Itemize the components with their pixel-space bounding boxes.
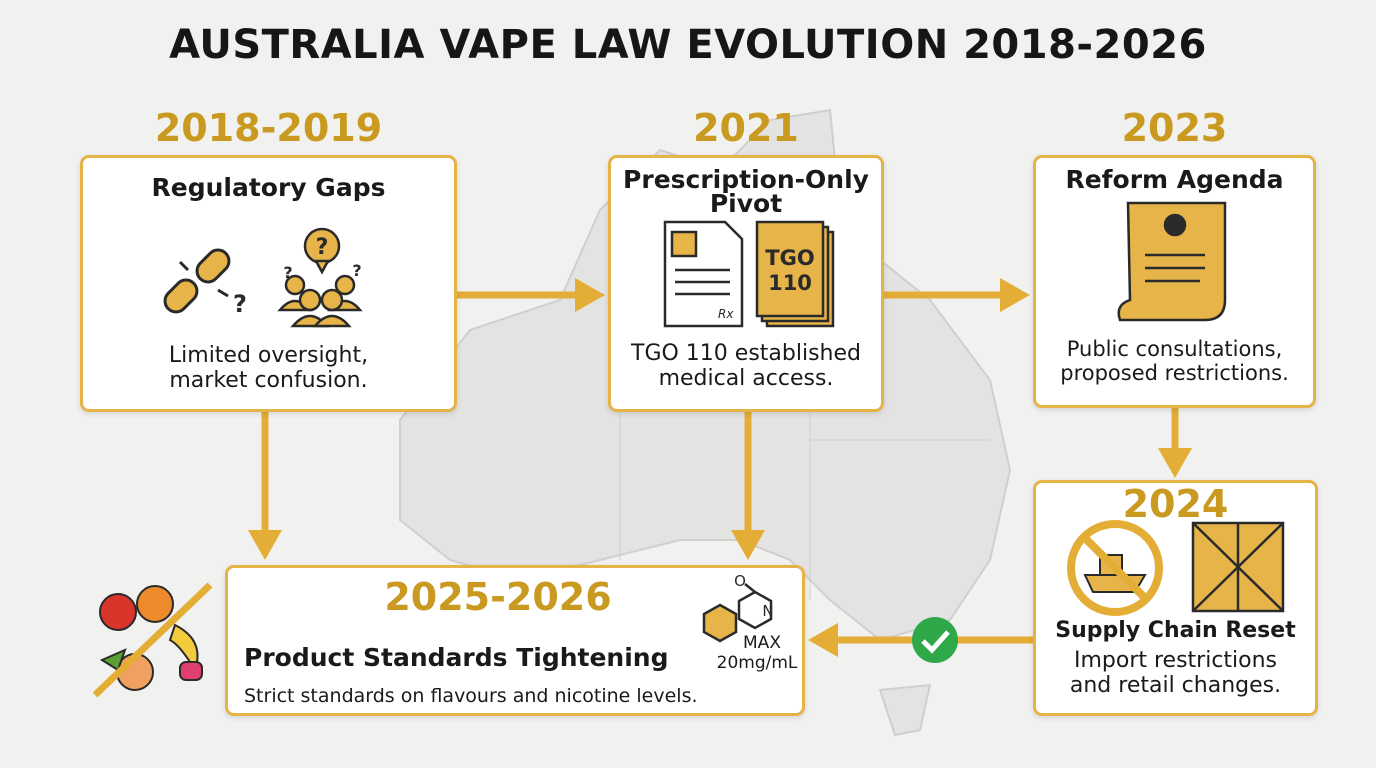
text-line: Supply Chain Reset bbox=[1055, 618, 1296, 643]
map-tasmania bbox=[878, 683, 932, 737]
text-line: TGO 110 established bbox=[631, 341, 861, 366]
text-line: Reform Agenda bbox=[1065, 165, 1284, 194]
text-line: Import restrictions bbox=[1073, 648, 1278, 673]
text-line: and retail changes. bbox=[1069, 672, 1282, 698]
text-line: Regulatory Gaps bbox=[151, 173, 386, 202]
text-line: Public consultations, bbox=[1066, 337, 1283, 361]
text-line: Strict standards on flavours and nicotin… bbox=[244, 685, 698, 707]
stage-description: TGO 110 established medical access. bbox=[611, 341, 881, 391]
stage-card: Prescription-Only Pivot TGO 110 establish… bbox=[608, 155, 884, 412]
stage-year: 2018-2019 bbox=[154, 106, 383, 150]
stage-heading: Product Standards Tightening bbox=[244, 644, 818, 672]
stage-year: 2023 bbox=[1121, 106, 1228, 150]
stage-description: Strict standards on flavours and nicotin… bbox=[244, 685, 818, 707]
text-line: Product Standards Tightening bbox=[244, 643, 669, 672]
arrow-head bbox=[248, 530, 282, 560]
arrow-head bbox=[1158, 448, 1192, 478]
stage-card: 2025-2026 Product Standards Tightening S… bbox=[225, 565, 805, 716]
stage-heading: Reform Agenda bbox=[1036, 166, 1313, 194]
stage-card: Reform Agenda Public consultations, propo… bbox=[1033, 155, 1316, 408]
text-line: medical access. bbox=[658, 365, 834, 391]
stage-year: 2021 bbox=[693, 106, 799, 150]
title: AUSTRALIA VAPE LAW EVOLUTION 2018-2026 bbox=[169, 22, 1207, 68]
stage-heading: Prescription-Only Pivot bbox=[611, 165, 881, 218]
stage-description: Import restrictions and retail changes. bbox=[1036, 648, 1315, 698]
arrow-head bbox=[575, 278, 605, 312]
text-line: proposed restrictions. bbox=[1060, 360, 1289, 385]
text-line: Pivot bbox=[709, 188, 783, 218]
stage-description: Limited oversight, market confusion. bbox=[83, 343, 454, 393]
stage-description: Public consultations, proposed restrictio… bbox=[1036, 337, 1313, 385]
text-line: market confusion. bbox=[169, 367, 368, 393]
stage-card: Regulatory Gaps Limited oversight, market… bbox=[80, 155, 457, 412]
text-line: Prescription-Only bbox=[623, 165, 869, 194]
text-line: Limited oversight, bbox=[168, 343, 369, 368]
arrow-head bbox=[808, 623, 838, 657]
arrow-head bbox=[1000, 278, 1030, 312]
stage-heading: Supply Chain Reset bbox=[1036, 618, 1315, 644]
stage-heading: Regulatory Gaps bbox=[83, 174, 454, 202]
stage-year: 2024 bbox=[1122, 482, 1229, 526]
arrow-head bbox=[731, 530, 765, 560]
stage-year: 2025-2026 bbox=[384, 575, 612, 619]
